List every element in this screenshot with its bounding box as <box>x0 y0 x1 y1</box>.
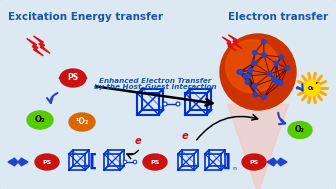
Text: PS: PS <box>249 160 259 164</box>
Circle shape <box>252 84 257 88</box>
Text: n: n <box>232 167 236 171</box>
Text: O₂: O₂ <box>35 115 45 125</box>
Ellipse shape <box>288 122 312 139</box>
Circle shape <box>237 70 241 74</box>
Polygon shape <box>18 158 28 166</box>
Ellipse shape <box>60 69 86 87</box>
Ellipse shape <box>143 154 167 170</box>
Circle shape <box>123 160 127 164</box>
Circle shape <box>220 34 296 110</box>
Circle shape <box>253 50 257 55</box>
Text: [: [ <box>89 153 97 171</box>
Circle shape <box>262 53 266 57</box>
Polygon shape <box>69 154 85 170</box>
Polygon shape <box>228 35 242 49</box>
Polygon shape <box>8 158 18 166</box>
Circle shape <box>248 68 253 72</box>
Circle shape <box>261 40 266 44</box>
Circle shape <box>285 66 290 70</box>
Text: PS: PS <box>42 160 52 164</box>
Circle shape <box>239 70 243 74</box>
Polygon shape <box>34 36 50 53</box>
Text: PS: PS <box>151 160 160 164</box>
Circle shape <box>253 93 258 97</box>
Text: ]: ] <box>223 153 231 171</box>
Text: •⁻: •⁻ <box>314 81 320 85</box>
Text: e: e <box>135 136 141 146</box>
Circle shape <box>267 72 272 76</box>
Ellipse shape <box>35 154 59 170</box>
Circle shape <box>275 80 279 84</box>
Circle shape <box>304 80 320 96</box>
Polygon shape <box>267 158 277 166</box>
Polygon shape <box>205 154 221 170</box>
Polygon shape <box>277 158 287 166</box>
Circle shape <box>226 40 279 93</box>
Text: O₂: O₂ <box>295 125 305 135</box>
Circle shape <box>262 95 266 99</box>
Polygon shape <box>227 104 288 189</box>
Polygon shape <box>73 73 87 83</box>
Polygon shape <box>185 93 207 115</box>
Text: Excitation Energy transfer: Excitation Energy transfer <box>8 12 163 22</box>
Polygon shape <box>104 154 120 170</box>
Circle shape <box>279 55 284 59</box>
Text: Electron transfer: Electron transfer <box>228 12 328 22</box>
Circle shape <box>272 77 276 81</box>
Text: e: e <box>182 131 188 141</box>
Polygon shape <box>137 93 159 115</box>
Polygon shape <box>27 38 43 56</box>
Polygon shape <box>59 73 73 83</box>
Circle shape <box>163 102 167 106</box>
Polygon shape <box>222 37 237 51</box>
Ellipse shape <box>27 111 53 129</box>
Text: PS: PS <box>68 74 79 83</box>
Text: O₂: O₂ <box>308 87 314 91</box>
Circle shape <box>279 81 283 85</box>
Circle shape <box>245 80 250 84</box>
Circle shape <box>176 102 180 106</box>
Circle shape <box>133 160 137 164</box>
Circle shape <box>246 74 250 78</box>
Circle shape <box>274 61 279 66</box>
Text: ¹O₂: ¹O₂ <box>75 118 89 126</box>
Ellipse shape <box>242 154 266 170</box>
Text: by the Host–Guest Interaction: by the Host–Guest Interaction <box>94 84 216 90</box>
Polygon shape <box>178 154 194 170</box>
Circle shape <box>252 61 256 65</box>
Text: Enhanced Electron Transfer: Enhanced Electron Transfer <box>99 78 211 84</box>
Ellipse shape <box>69 113 95 131</box>
Circle shape <box>244 74 248 78</box>
